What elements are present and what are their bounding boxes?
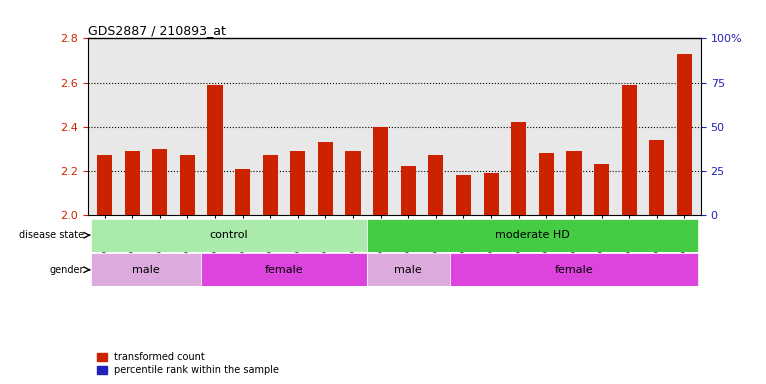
Bar <box>345 212 361 215</box>
Bar <box>97 156 113 215</box>
Bar <box>180 212 195 215</box>
Legend: transformed count, percentile rank within the sample: transformed count, percentile rank withi… <box>93 348 283 379</box>
Bar <box>373 127 388 215</box>
Bar <box>483 212 499 215</box>
Bar <box>91 219 367 252</box>
Text: female: female <box>265 265 303 275</box>
Bar <box>428 156 444 215</box>
Bar <box>263 156 278 215</box>
Bar <box>621 204 637 215</box>
Bar <box>235 212 250 215</box>
Bar <box>594 212 609 215</box>
Bar <box>208 204 223 215</box>
Bar <box>649 140 664 215</box>
Bar <box>649 210 664 215</box>
Bar <box>621 85 637 215</box>
Bar <box>456 212 471 215</box>
Bar <box>235 169 250 215</box>
Bar <box>345 151 361 215</box>
Text: control: control <box>210 230 248 240</box>
Bar <box>318 210 333 215</box>
Bar <box>125 151 140 215</box>
Bar <box>401 166 416 215</box>
Bar <box>538 212 554 215</box>
Bar <box>263 212 278 215</box>
Bar <box>367 253 450 286</box>
Bar <box>318 142 333 215</box>
Bar <box>428 212 444 215</box>
Text: GDS2887 / 210893_at: GDS2887 / 210893_at <box>88 24 226 37</box>
Bar <box>511 122 526 215</box>
Bar <box>594 164 609 215</box>
Bar <box>401 212 416 215</box>
Bar <box>201 253 367 286</box>
Bar <box>367 219 698 252</box>
Bar <box>152 212 168 215</box>
Bar <box>456 175 471 215</box>
Text: female: female <box>555 265 593 275</box>
Bar <box>208 85 223 215</box>
Bar <box>97 212 113 215</box>
Bar <box>538 153 554 215</box>
Text: male: male <box>394 265 422 275</box>
Bar <box>676 54 692 215</box>
Bar <box>152 149 168 215</box>
Text: gender: gender <box>50 265 84 275</box>
Bar <box>511 210 526 215</box>
Bar <box>566 212 581 215</box>
Bar <box>450 253 698 286</box>
Text: disease state: disease state <box>19 230 84 240</box>
Bar <box>483 173 499 215</box>
Text: male: male <box>133 265 160 275</box>
Bar <box>373 212 388 215</box>
Bar <box>125 212 140 215</box>
Bar <box>91 253 201 286</box>
Bar <box>290 212 306 215</box>
Text: moderate HD: moderate HD <box>495 230 570 240</box>
Bar <box>566 151 581 215</box>
Bar <box>290 151 306 215</box>
Bar <box>180 156 195 215</box>
Bar <box>676 194 692 215</box>
